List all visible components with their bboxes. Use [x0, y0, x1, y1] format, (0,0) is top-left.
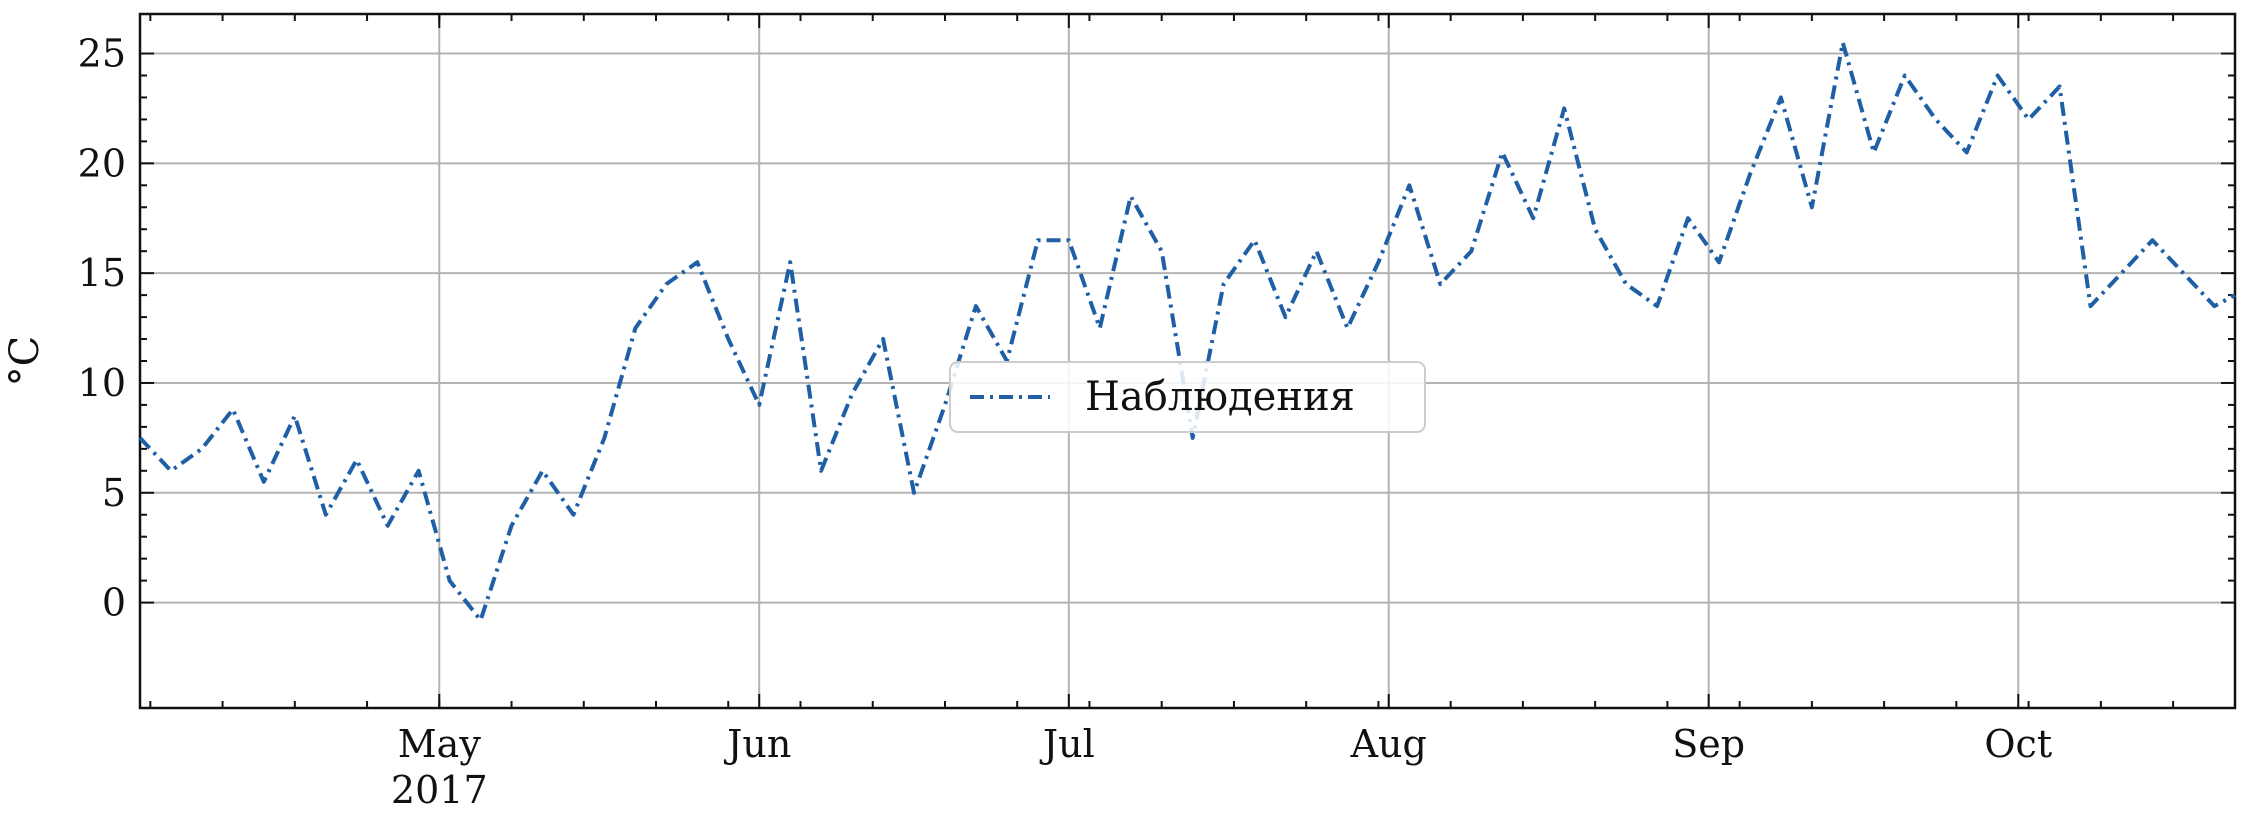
y-tick-label: 10	[78, 361, 126, 405]
x-tick-label: Oct	[1984, 722, 2052, 766]
legend-box	[949, 361, 1426, 433]
y-axis-label: °C	[2, 336, 48, 387]
x-tick-label: Jul	[1039, 722, 1095, 766]
series-line	[138, 40, 2236, 623]
x-tick-label: May	[398, 722, 482, 766]
x-tick-label: Jun	[723, 722, 791, 766]
x-tick-label: Sep	[1672, 722, 1745, 766]
y-tick-label: 5	[102, 471, 126, 515]
y-tick-label: 0	[102, 581, 126, 625]
y-tick-label: 25	[78, 32, 126, 76]
x-tick-sublabel: 2017	[391, 768, 488, 812]
y-tick-label: 20	[78, 141, 126, 185]
y-tick-label: 15	[78, 251, 126, 295]
x-tick-label: Aug	[1350, 722, 1427, 766]
legend-label: Наблюдения	[1085, 374, 1355, 420]
